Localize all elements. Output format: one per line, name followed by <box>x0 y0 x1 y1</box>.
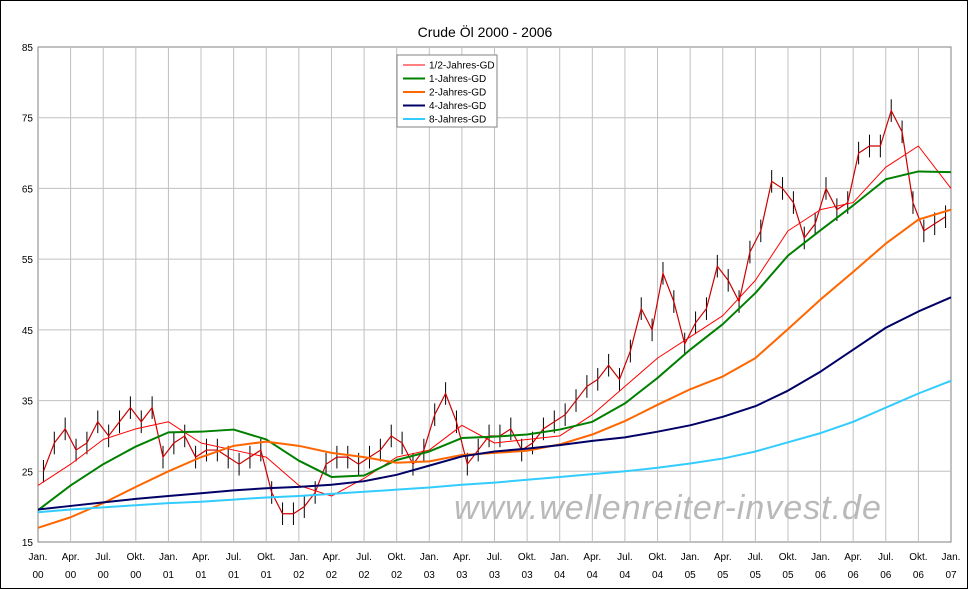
y-tick-label: 85 <box>22 43 34 54</box>
x-tick-label: 03 <box>456 570 468 581</box>
x-tick-label: Jul. <box>878 552 894 563</box>
x-tick-label: 07 <box>945 570 957 581</box>
x-tick-label: Okt. <box>518 552 536 563</box>
x-tick-label: 06 <box>815 570 827 581</box>
x-tick-label: Okt. <box>388 552 406 563</box>
x-tick-label: Okt. <box>909 552 927 563</box>
x-tick-label: 00 <box>130 570 142 581</box>
series-line-4 <box>37 296 952 511</box>
y-axis: 15 25 35 45 55 65 75 85 <box>22 43 34 549</box>
x-tick-label: 01 <box>228 570 240 581</box>
x-tick-label: Jul. <box>487 552 503 563</box>
x-tick-label: 05 <box>750 570 762 581</box>
x-tick-label: 03 <box>522 570 534 581</box>
x-tick-label: 05 <box>717 570 729 581</box>
x-tick-label: 03 <box>424 570 436 581</box>
y-tick-label: 35 <box>22 397 34 408</box>
x-tick-label: 02 <box>359 570 371 581</box>
x-tick-label: 00 <box>32 570 44 581</box>
x-tick-label: Okt. <box>127 552 145 563</box>
series-line-3 <box>37 208 952 529</box>
y-tick-label: 45 <box>22 326 34 337</box>
x-tick-label: Okt. <box>648 552 666 563</box>
x-tick-label: 00 <box>65 570 77 581</box>
chart-title: Crude Öl 2000 - 2006 <box>418 23 553 40</box>
x-axis: Jan. 00 Apr. 00 Jul. 00 Okt. 00 Jan. 01 Apr. 01 Jul.… <box>29 552 961 581</box>
x-tick-label: Jul. <box>748 552 764 563</box>
legend-label: 1/2-Jahres-GD <box>429 61 495 72</box>
x-tick-label: Jan. <box>681 552 700 563</box>
x-tick-label: Jul. <box>95 552 111 563</box>
x-tick-label: 06 <box>880 570 892 581</box>
x-tick-label: Jul. <box>617 552 633 563</box>
x-tick-label: Apr. <box>323 552 341 563</box>
x-tick-label: 02 <box>293 570 305 581</box>
x-tick-label: Jan. <box>289 552 308 563</box>
x-tick-label: Apr. <box>844 552 862 563</box>
legend-label: 1-Jahres-GD <box>429 74 486 85</box>
x-tick-label: Okt. <box>779 552 797 563</box>
series-line-5 <box>37 379 952 514</box>
grid-lines <box>38 47 951 542</box>
series-layer <box>37 99 952 529</box>
y-tick-label: 65 <box>22 184 34 195</box>
x-tick-label: Jan. <box>420 552 439 563</box>
legend-label: 2-Jahres-GD <box>429 88 486 99</box>
x-tick-label: 04 <box>652 570 664 581</box>
x-tick-label: Jan. <box>550 552 569 563</box>
x-tick-label: Jul. <box>226 552 242 563</box>
x-tick-label: Jan. <box>159 552 178 563</box>
legend-label: 4-Jahres-GD <box>429 101 486 112</box>
series-line-2 <box>37 170 952 511</box>
x-tick-label: 03 <box>489 570 501 581</box>
x-tick-label: Jul. <box>356 552 372 563</box>
x-tick-label: 00 <box>98 570 110 581</box>
x-tick-label: Apr. <box>583 552 601 563</box>
x-tick-label: 05 <box>685 570 697 581</box>
legend-label: 8-Jahres-GD <box>429 115 486 126</box>
y-tick-label: 55 <box>22 255 34 266</box>
x-tick-label: 02 <box>391 570 403 581</box>
x-tick-label: 01 <box>163 570 175 581</box>
x-tick-label: 06 <box>913 570 925 581</box>
y-tick-label: 25 <box>22 467 34 478</box>
y-tick-label: 75 <box>22 114 34 125</box>
x-tick-label: Jan. <box>942 552 961 563</box>
x-tick-label: Apr. <box>453 552 471 563</box>
x-tick-label: 01 <box>261 570 273 581</box>
watermark: www.wellenreiter-invest.de <box>454 489 882 527</box>
x-tick-label: 04 <box>619 570 631 581</box>
x-tick-label: 04 <box>587 570 599 581</box>
series-line-1 <box>37 145 952 497</box>
x-tick-label: 04 <box>554 570 566 581</box>
legend: 1/2-Jahres-GD 1-Jahres-GD 2-Jahres-GD 4-Jah… <box>396 54 498 128</box>
x-tick-label: Jan. <box>29 552 48 563</box>
x-tick-label: 01 <box>195 570 207 581</box>
x-tick-label: Apr. <box>62 552 80 563</box>
x-tick-label: 05 <box>782 570 794 581</box>
x-tick-label: Apr. <box>192 552 210 563</box>
x-tick-label: 02 <box>326 570 338 581</box>
x-tick-label: Okt. <box>257 552 275 563</box>
x-tick-label: 06 <box>848 570 860 581</box>
x-tick-label: Apr. <box>714 552 732 563</box>
y-tick-label: 15 <box>22 538 34 549</box>
x-tick-label: Jan. <box>811 552 830 563</box>
